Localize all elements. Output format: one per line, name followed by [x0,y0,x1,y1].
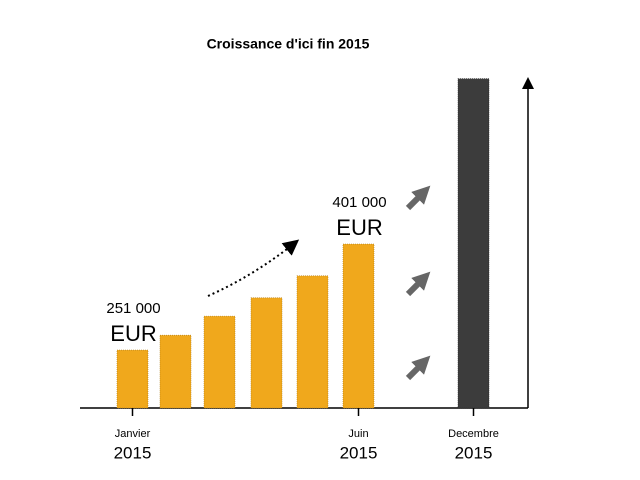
value-label: 401 000 [332,194,386,211]
value-unit: EUR [110,321,156,346]
value-unit: EUR [336,215,382,240]
bar [116,349,149,409]
bar [296,275,329,409]
value-label: 251 000 [106,300,160,317]
x-tick-year: 2015 [455,443,493,462]
bar [342,243,375,409]
up-arrow [405,355,431,381]
x-tick-label: Janvier [115,428,151,440]
x-tick-label: Decembre [448,428,499,440]
up-arrow [405,185,431,211]
x-tick-year: 2015 [340,443,378,462]
growth-arrow [207,239,300,297]
chart-title: Croissance d'ici fin 2015 [207,36,370,52]
bar [203,315,236,409]
x-tick-label: Juin [348,428,368,440]
up-arrow [405,271,431,297]
bar [457,78,490,409]
bar [250,297,283,409]
bar [159,334,192,409]
x-tick-year: 2015 [114,443,152,462]
